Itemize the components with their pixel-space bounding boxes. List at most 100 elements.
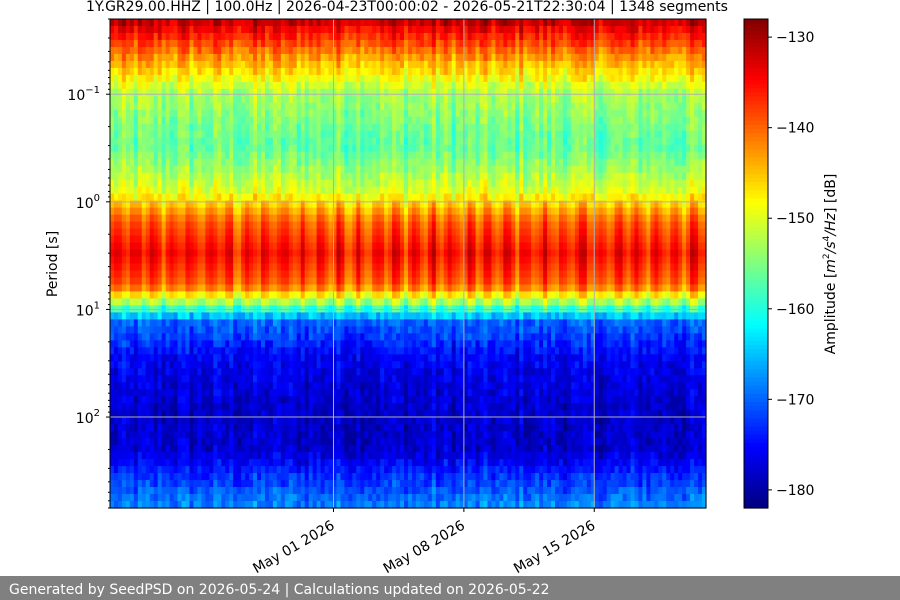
heatmap-cell: [253, 333, 258, 341]
heatmap-cell: [308, 214, 314, 223]
heatmap-cell: [153, 354, 159, 362]
heatmap-cell: [376, 200, 381, 209]
heatmap-cell: [141, 60, 147, 69]
heatmap-cell: [356, 487, 361, 495]
heatmap-cell: [257, 501, 262, 509]
heatmap-cell: [356, 228, 361, 237]
heatmap-cell: [324, 319, 330, 327]
heatmap-cell: [201, 179, 206, 188]
heatmap-cell: [177, 123, 183, 132]
heatmap-cell: [272, 25, 278, 34]
heatmap-cell: [384, 480, 389, 488]
heatmap-cell: [360, 382, 365, 390]
heatmap-cell: [352, 466, 357, 474]
heatmap-cell: [340, 368, 346, 376]
heatmap-cell: [117, 144, 123, 153]
heatmap-cell: [340, 270, 346, 279]
heatmap-cell: [110, 60, 115, 69]
heatmap-cell: [368, 88, 373, 97]
heatmap-cell: [324, 263, 330, 272]
heatmap-cell: [340, 312, 346, 320]
heatmap-cell: [213, 354, 218, 362]
heatmap-cell: [320, 368, 326, 376]
heatmap-cell: [141, 151, 147, 160]
heatmap-cell: [169, 403, 175, 411]
heatmap-cell: [201, 123, 206, 132]
heatmap-cell: [185, 144, 191, 153]
heatmap-cell: [205, 382, 210, 390]
heatmap-cell: [388, 403, 393, 411]
heatmap-cell: [129, 186, 135, 195]
heatmap-cell: [360, 263, 365, 272]
heatmap-cell: [113, 46, 119, 55]
heatmap-cell: [169, 221, 175, 230]
heatmap-cell: [241, 116, 246, 125]
heatmap-cell: [344, 179, 349, 188]
heatmap-cell: [260, 403, 266, 411]
heatmap-cell: [249, 361, 254, 369]
heatmap-cell: [229, 445, 234, 453]
heatmap-cell: [145, 95, 151, 104]
heatmap-cell: [328, 340, 334, 348]
heatmap-cell: [117, 53, 123, 62]
heatmap-cell: [117, 235, 123, 244]
heatmap-cell: [257, 396, 262, 404]
heatmap-cell: [340, 389, 346, 397]
heatmap-cell: [229, 46, 234, 55]
heatmap-cell: [121, 88, 127, 97]
heatmap-cell: [296, 242, 302, 251]
heatmap-cell: [241, 284, 246, 293]
heatmap-cell: [328, 424, 334, 432]
heatmap-cell: [241, 109, 246, 118]
heatmap-cell: [352, 235, 357, 244]
heatmap-cell: [157, 228, 163, 237]
heatmap-cell: [117, 256, 123, 265]
heatmap-cell: [241, 354, 246, 362]
heatmap-cell: [141, 256, 147, 265]
heatmap-cell: [388, 452, 393, 460]
heatmap-cell: [229, 347, 234, 355]
heatmap-cell: [260, 270, 266, 279]
heatmap-cell: [157, 480, 163, 488]
heatmap-cell: [292, 333, 298, 341]
heatmap-cell: [384, 459, 389, 467]
heatmap-cell: [201, 473, 206, 481]
heatmap-cell: [197, 200, 202, 209]
heatmap-cell: [352, 284, 357, 293]
heatmap-cell: [376, 60, 381, 69]
heatmap-cell: [288, 158, 294, 167]
heatmap-cell: [384, 130, 389, 139]
heatmap-cell: [197, 130, 202, 139]
heatmap-cell: [380, 445, 385, 453]
heatmap-cell: [153, 186, 159, 195]
heatmap-cell: [213, 102, 218, 111]
heatmap-cell: [161, 347, 167, 355]
heatmap-cell: [241, 123, 246, 132]
heatmap-cell: [241, 382, 246, 390]
heatmap-cell: [237, 193, 242, 202]
heatmap-cell: [272, 501, 278, 509]
heatmap-cell: [133, 452, 139, 460]
heatmap-cell: [129, 291, 135, 300]
heatmap-cell: [352, 53, 357, 62]
heatmap-cell: [348, 284, 353, 293]
heatmap-cell: [372, 60, 377, 69]
heatmap-cell: [213, 312, 218, 320]
heatmap-cell: [336, 186, 342, 195]
heatmap-cell: [209, 123, 214, 132]
heatmap-cell: [253, 207, 258, 216]
heatmap-cell: [392, 109, 397, 118]
heatmap-cell: [348, 60, 353, 69]
heatmap-cell: [249, 319, 254, 327]
heatmap-cell: [121, 130, 127, 139]
heatmap-cell: [257, 116, 262, 125]
heatmap-cell: [113, 116, 119, 125]
heatmap-cell: [352, 375, 357, 383]
heatmap-cell: [300, 382, 306, 390]
heatmap-cell: [384, 46, 389, 55]
heatmap-cell: [185, 53, 191, 62]
heatmap-cell: [185, 109, 191, 118]
heatmap-cell: [193, 228, 199, 237]
heatmap-cell: [181, 102, 187, 111]
heatmap-cell: [296, 438, 302, 446]
